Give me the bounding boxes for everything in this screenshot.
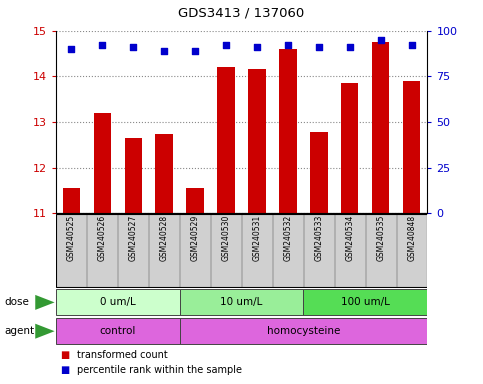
Text: control: control: [99, 326, 136, 336]
Text: GSM240525: GSM240525: [67, 215, 75, 261]
Text: GDS3413 / 137060: GDS3413 / 137060: [178, 6, 305, 19]
Polygon shape: [35, 295, 55, 310]
FancyBboxPatch shape: [180, 318, 427, 344]
Point: [98, 42, 106, 48]
Bar: [156, 134, 172, 213]
Text: GSM240534: GSM240534: [345, 215, 355, 261]
Bar: [125, 138, 142, 213]
FancyBboxPatch shape: [56, 214, 86, 287]
FancyBboxPatch shape: [304, 214, 334, 287]
FancyBboxPatch shape: [56, 290, 180, 315]
Bar: [341, 83, 358, 213]
Text: 10 um/L: 10 um/L: [220, 297, 263, 308]
Text: GSM240535: GSM240535: [376, 215, 385, 261]
FancyBboxPatch shape: [180, 290, 303, 315]
Point: [377, 37, 385, 43]
Text: dose: dose: [5, 297, 30, 308]
Point: [346, 44, 354, 50]
Text: GSM240526: GSM240526: [98, 215, 107, 261]
Text: GSM240531: GSM240531: [253, 215, 261, 261]
Text: percentile rank within the sample: percentile rank within the sample: [77, 366, 242, 376]
Bar: [94, 113, 111, 213]
Text: 100 um/L: 100 um/L: [341, 297, 390, 308]
Text: agent: agent: [5, 326, 35, 336]
Point: [67, 46, 75, 52]
Text: GSM240527: GSM240527: [128, 215, 138, 261]
Point: [222, 42, 230, 48]
Text: GSM240533: GSM240533: [314, 215, 324, 261]
Point: [160, 48, 168, 54]
Text: GSM240529: GSM240529: [190, 215, 199, 261]
Bar: [280, 49, 297, 213]
Text: ■: ■: [60, 350, 70, 360]
FancyBboxPatch shape: [149, 214, 179, 287]
Bar: [403, 81, 421, 213]
Point: [129, 44, 137, 50]
Text: homocysteine: homocysteine: [267, 326, 340, 336]
FancyBboxPatch shape: [242, 214, 272, 287]
Text: 0 um/L: 0 um/L: [99, 297, 135, 308]
Point: [315, 44, 323, 50]
Text: GSM240848: GSM240848: [408, 215, 416, 261]
Text: transformed count: transformed count: [77, 350, 168, 360]
Text: GSM240532: GSM240532: [284, 215, 293, 261]
Bar: [248, 70, 266, 213]
FancyBboxPatch shape: [397, 214, 427, 287]
FancyBboxPatch shape: [87, 214, 117, 287]
Bar: [372, 42, 389, 213]
FancyBboxPatch shape: [56, 318, 180, 344]
FancyBboxPatch shape: [335, 214, 365, 287]
Text: ■: ■: [60, 366, 70, 376]
Bar: [311, 132, 327, 213]
FancyBboxPatch shape: [180, 214, 210, 287]
Point: [284, 42, 292, 48]
FancyBboxPatch shape: [303, 290, 427, 315]
FancyBboxPatch shape: [273, 214, 303, 287]
FancyBboxPatch shape: [118, 214, 148, 287]
Polygon shape: [35, 324, 55, 339]
Text: GSM240530: GSM240530: [222, 215, 230, 261]
Bar: [217, 67, 235, 213]
FancyBboxPatch shape: [366, 214, 396, 287]
FancyBboxPatch shape: [211, 214, 241, 287]
Bar: [186, 188, 203, 213]
Point: [191, 48, 199, 54]
Bar: [62, 188, 80, 213]
Point: [408, 42, 416, 48]
Text: GSM240528: GSM240528: [159, 215, 169, 261]
Point: [253, 44, 261, 50]
